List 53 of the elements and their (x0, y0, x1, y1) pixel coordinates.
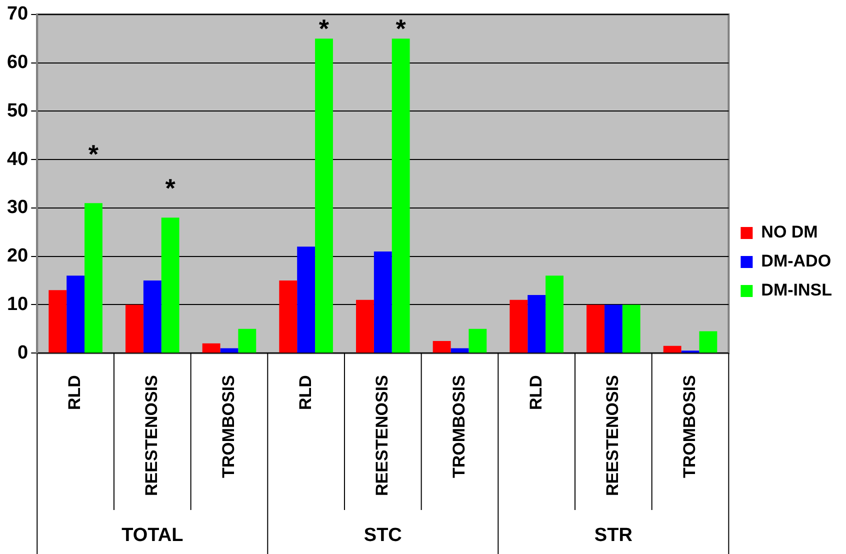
bar (392, 38, 410, 353)
x-tick-label: RLD (65, 375, 84, 410)
legend-label: DM-INSL (761, 280, 832, 300)
x-tick-label: TROMBOSIS (218, 375, 238, 478)
bar (450, 348, 469, 353)
annotation: * (165, 172, 176, 203)
legend-label: DM-ADO (761, 252, 832, 271)
annotation: * (88, 139, 100, 170)
y-tick-label: 50 (6, 100, 28, 122)
bar (84, 203, 102, 353)
bar (220, 348, 238, 353)
annotation: * (318, 14, 330, 44)
x-tick-label: RLD (296, 375, 315, 410)
bar (510, 300, 528, 353)
bar (528, 295, 546, 353)
x-tick-label: REESTENOSIS (142, 375, 162, 496)
bar (297, 246, 316, 353)
bar (48, 290, 67, 353)
y-tick-label: 30 (6, 197, 28, 218)
bar (202, 343, 220, 353)
text: TOTAL (122, 525, 184, 546)
bar (604, 304, 622, 353)
bar (468, 328, 487, 353)
y-tick-label: 10 (6, 294, 28, 315)
bar (66, 276, 85, 353)
bar (126, 304, 144, 353)
legend-label: NO DM (761, 222, 818, 242)
y-tick-label: 70 (6, 4, 28, 25)
bar (374, 251, 392, 353)
y-tick-label: 0 (18, 342, 28, 364)
text: STR (594, 525, 633, 546)
bar (356, 300, 374, 353)
x-tick-label: TROMBOSIS (449, 375, 468, 478)
x-tick-label: REESTENOSIS (603, 375, 622, 496)
bar (161, 218, 180, 353)
bar (622, 304, 640, 353)
bar (143, 280, 162, 353)
bar (315, 38, 333, 353)
bar (586, 304, 604, 353)
bar (546, 276, 564, 353)
x-tick-label: TROMBOSIS (680, 375, 699, 478)
bar (238, 328, 256, 353)
bar (699, 331, 718, 353)
bar (279, 280, 298, 353)
y-tick-label: 40 (6, 148, 28, 170)
x-tick-label: RLD (526, 375, 546, 410)
y-tick-label: 60 (6, 52, 28, 74)
y-tick-label: 20 (6, 246, 28, 267)
text: STC (364, 525, 402, 546)
annotation: * (396, 14, 407, 44)
x-tick-label: REESTENOSIS (372, 375, 392, 496)
bar (432, 340, 451, 353)
bar (663, 346, 682, 353)
